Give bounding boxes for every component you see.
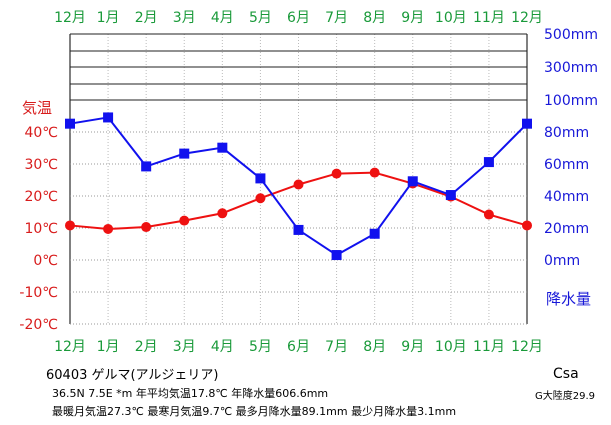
month-label-bottom: 1月 — [97, 339, 120, 355]
temperature-point — [141, 222, 152, 233]
precipitation-point — [179, 148, 190, 159]
temperature-point — [331, 168, 342, 179]
precipitation-axis-ticks: 500mm 300mm 100mm 80mm 60mm 40mm 20mm 0mm — [544, 27, 598, 269]
bottom-month-labels: 12月 1月 2月 3月 4月 5月 6月 7月 8月 9月 10月 11月 12月 — [54, 339, 543, 355]
temperature-point — [369, 167, 380, 178]
temperature-point — [217, 208, 228, 219]
month-label-top: 2月 — [135, 10, 158, 26]
month-label-top: 1月 — [97, 10, 120, 26]
month-label-bottom: 2月 — [135, 339, 158, 355]
month-label-top: 7月 — [325, 10, 348, 26]
month-label-top: 5月 — [249, 10, 272, 26]
temperature-point — [65, 220, 75, 231]
precipitation-point — [217, 142, 228, 153]
temperature-tick-label: 0℃ — [33, 253, 58, 269]
month-label-bottom: 11月 — [473, 339, 505, 355]
station-summary-line2: 最暖月気温27.3℃ 最寒月気温9.7℃ 最多月降水量89.1mm 最少月降水量… — [52, 405, 457, 418]
month-label-top: 12月 — [511, 10, 543, 26]
precipitation-tick-label: 100mm — [544, 93, 598, 109]
precipitation-point — [522, 118, 532, 129]
temperature-tick-label: 10℃ — [24, 221, 58, 237]
grid — [69, 33, 528, 325]
month-label-bottom: 9月 — [401, 339, 424, 355]
precipitation-point — [255, 173, 266, 184]
station-summary-line1: 36.5N 7.5E *m 年平均気温17.8℃ 年降水量606.6mm — [52, 387, 329, 400]
precipitation-tick-label: 0mm — [544, 253, 580, 269]
month-label-bottom: 3月 — [173, 339, 196, 355]
month-label-bottom: 8月 — [363, 339, 386, 355]
climate-class: Csa — [553, 366, 579, 382]
month-label-top: 4月 — [211, 10, 234, 26]
precipitation-point — [65, 118, 75, 129]
temperature-point — [293, 179, 304, 190]
precipitation-tick-label: 40mm — [544, 189, 589, 205]
station-id-name: 60403 ゲルマ(アルジェリア) — [46, 368, 219, 383]
month-label-bottom: 7月 — [325, 339, 348, 355]
temperature-tick-label: 20℃ — [24, 189, 58, 205]
month-label-top: 11月 — [473, 10, 505, 26]
month-label-top: 8月 — [363, 10, 386, 26]
precipitation-axis-label: 降水量 — [546, 290, 591, 308]
precipitation-point — [331, 250, 342, 261]
temperature-point — [255, 193, 266, 204]
temperature-axis-label: 気温 — [22, 99, 52, 117]
temperature-tick-label: -20℃ — [19, 317, 58, 333]
month-label-top: 12月 — [54, 10, 86, 26]
temperature-tick-label: -10℃ — [19, 285, 58, 301]
precipitation-point — [445, 190, 456, 201]
month-label-bottom: 10月 — [435, 339, 467, 355]
precipitation-tick-label: 300mm — [544, 60, 598, 76]
temperature-tick-label: 30℃ — [24, 157, 58, 173]
precipitation-point — [483, 157, 494, 168]
series-layer — [65, 112, 532, 261]
month-label-bottom: 4月 — [211, 339, 234, 355]
month-label-top: 10月 — [435, 10, 467, 26]
temperature-point — [103, 223, 114, 234]
temperature-point — [483, 209, 494, 220]
month-label-bottom: 12月 — [54, 339, 86, 355]
temperature-tick-label: 40℃ — [24, 125, 58, 141]
temperature-point — [179, 215, 190, 226]
precipitation-point — [369, 228, 380, 239]
top-month-labels: 12月 1月 2月 3月 4月 5月 6月 7月 8月 9月 10月 11月 12月 — [54, 10, 543, 26]
month-label-bottom: 5月 — [249, 339, 272, 355]
month-label-top: 9月 — [401, 10, 424, 26]
month-label-top: 3月 — [173, 10, 196, 26]
precipitation-point — [293, 224, 304, 235]
precipitation-tick-label: 500mm — [544, 27, 598, 43]
precipitation-tick-label: 60mm — [544, 157, 589, 173]
precipitation-point — [407, 176, 418, 187]
month-label-top: 6月 — [287, 10, 310, 26]
precipitation-point — [103, 112, 114, 123]
month-label-bottom: 12月 — [511, 339, 543, 355]
precipitation-tick-label: 80mm — [544, 125, 589, 141]
continentality-index: G大陸度29.9 — [535, 391, 596, 402]
precipitation-tick-label: 20mm — [544, 221, 589, 237]
month-label-bottom: 6月 — [287, 339, 310, 355]
precipitation-point — [141, 161, 152, 172]
temperature-axis-ticks: 40℃ 30℃ 20℃ 10℃ 0℃ -10℃ -20℃ — [19, 125, 58, 333]
temperature-point — [522, 220, 532, 231]
